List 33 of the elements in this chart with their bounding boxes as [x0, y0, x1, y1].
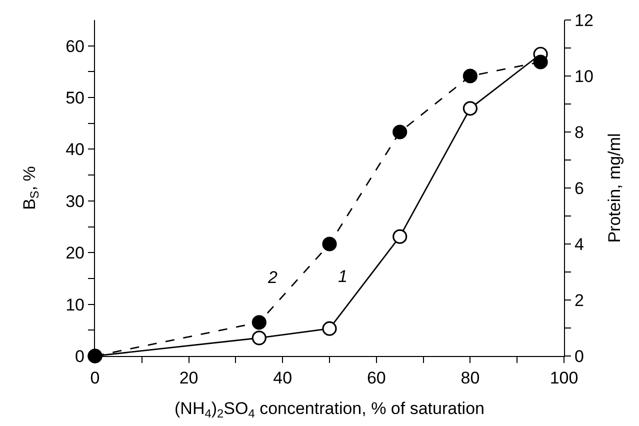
y2-tick-label: 6 — [574, 178, 584, 198]
y-tick-label: 50 — [66, 88, 84, 108]
point — [462, 68, 478, 84]
x-tick-label: 100 — [550, 368, 578, 388]
series-label: 2 — [267, 268, 278, 287]
x-axis-title: (NH$_{4}$)$_{2}$SO$_{4}$ concentration, % of saturation — [174, 398, 484, 420]
x-tick-label: 0 — [90, 368, 100, 388]
point — [392, 124, 408, 140]
point — [462, 101, 478, 116]
y2-tick-label: 10 — [574, 66, 594, 86]
y-tick-label: 40 — [66, 140, 84, 160]
y2-axis-title: Protein, mg/ml — [604, 133, 624, 243]
y2-tick-label: 8 — [574, 122, 584, 142]
point — [252, 330, 266, 346]
x-tick-label: 60 — [366, 368, 386, 388]
y-tick-label: 20 — [66, 244, 84, 263]
x-tick-label: 80 — [460, 368, 480, 388]
point — [322, 236, 337, 252]
x-tick-label: 20 — [179, 368, 198, 388]
y2-tick-label: 2 — [574, 290, 584, 310]
y-tick-label: 30 — [66, 192, 84, 211]
point — [533, 54, 548, 70]
y-tick-label: 60 — [66, 36, 84, 56]
y-tick-label: 0 — [75, 346, 84, 366]
y2-tick-label: 4 — [574, 234, 584, 254]
point — [252, 315, 266, 330]
y2-tick-label: 12 — [574, 10, 594, 30]
point — [392, 229, 408, 244]
x-tick-label: 40 — [273, 368, 292, 388]
series-label: 1 — [338, 267, 348, 286]
point — [322, 321, 337, 336]
y2-tick-label: 0 — [574, 346, 584, 366]
y-tick-label: 10 — [66, 295, 84, 314]
